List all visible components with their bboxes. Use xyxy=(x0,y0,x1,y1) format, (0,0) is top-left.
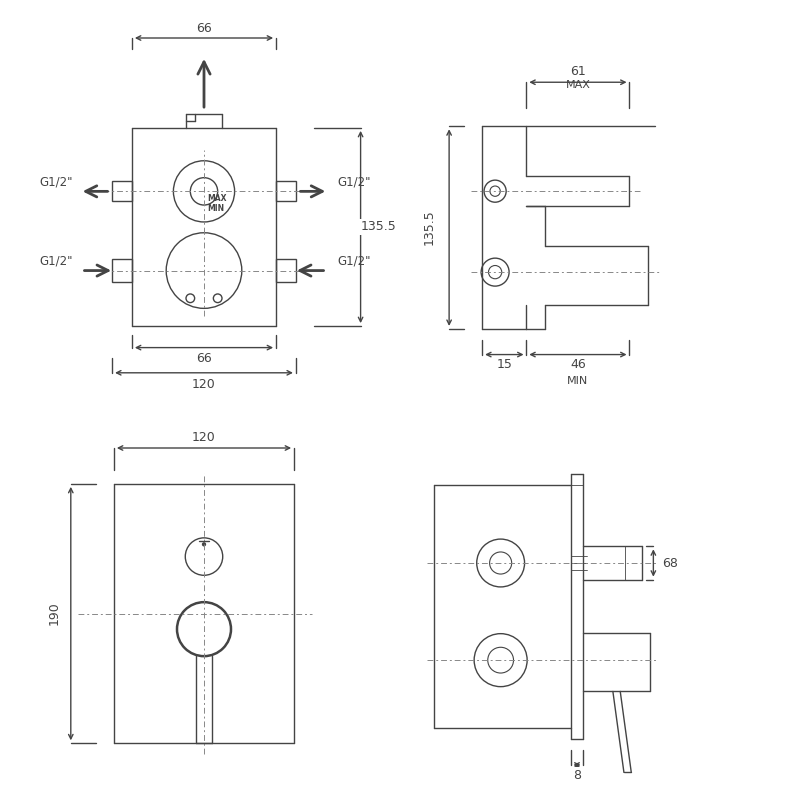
Text: 120: 120 xyxy=(192,378,216,391)
Text: MAX: MAX xyxy=(566,80,590,90)
Text: G1/2": G1/2" xyxy=(338,175,370,189)
Text: 68: 68 xyxy=(662,557,678,570)
Text: 135.5: 135.5 xyxy=(422,210,435,246)
Text: MIN: MIN xyxy=(208,204,225,213)
Text: 61: 61 xyxy=(570,66,586,78)
Bar xyxy=(276,259,296,282)
Text: G1/2": G1/2" xyxy=(338,254,370,268)
Text: 135.5: 135.5 xyxy=(361,221,397,234)
Text: 46: 46 xyxy=(570,358,586,371)
Text: 190: 190 xyxy=(48,602,61,626)
Text: MAX: MAX xyxy=(208,194,227,203)
Text: G1/2": G1/2" xyxy=(39,175,73,189)
Circle shape xyxy=(202,542,206,546)
Text: 8: 8 xyxy=(573,769,581,782)
Bar xyxy=(112,259,132,282)
Text: 66: 66 xyxy=(196,22,212,35)
Text: G1/2": G1/2" xyxy=(39,254,73,268)
Text: MIN: MIN xyxy=(567,376,589,386)
Text: 15: 15 xyxy=(496,358,512,371)
Bar xyxy=(112,182,132,202)
Bar xyxy=(276,182,296,202)
Text: 66: 66 xyxy=(196,352,212,365)
Text: 120: 120 xyxy=(192,431,216,445)
